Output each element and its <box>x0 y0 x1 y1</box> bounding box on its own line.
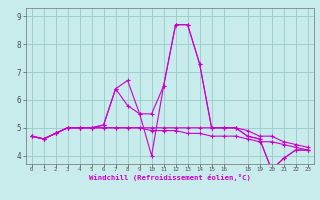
X-axis label: Windchill (Refroidissement éolien,°C): Windchill (Refroidissement éolien,°C) <box>89 174 251 181</box>
